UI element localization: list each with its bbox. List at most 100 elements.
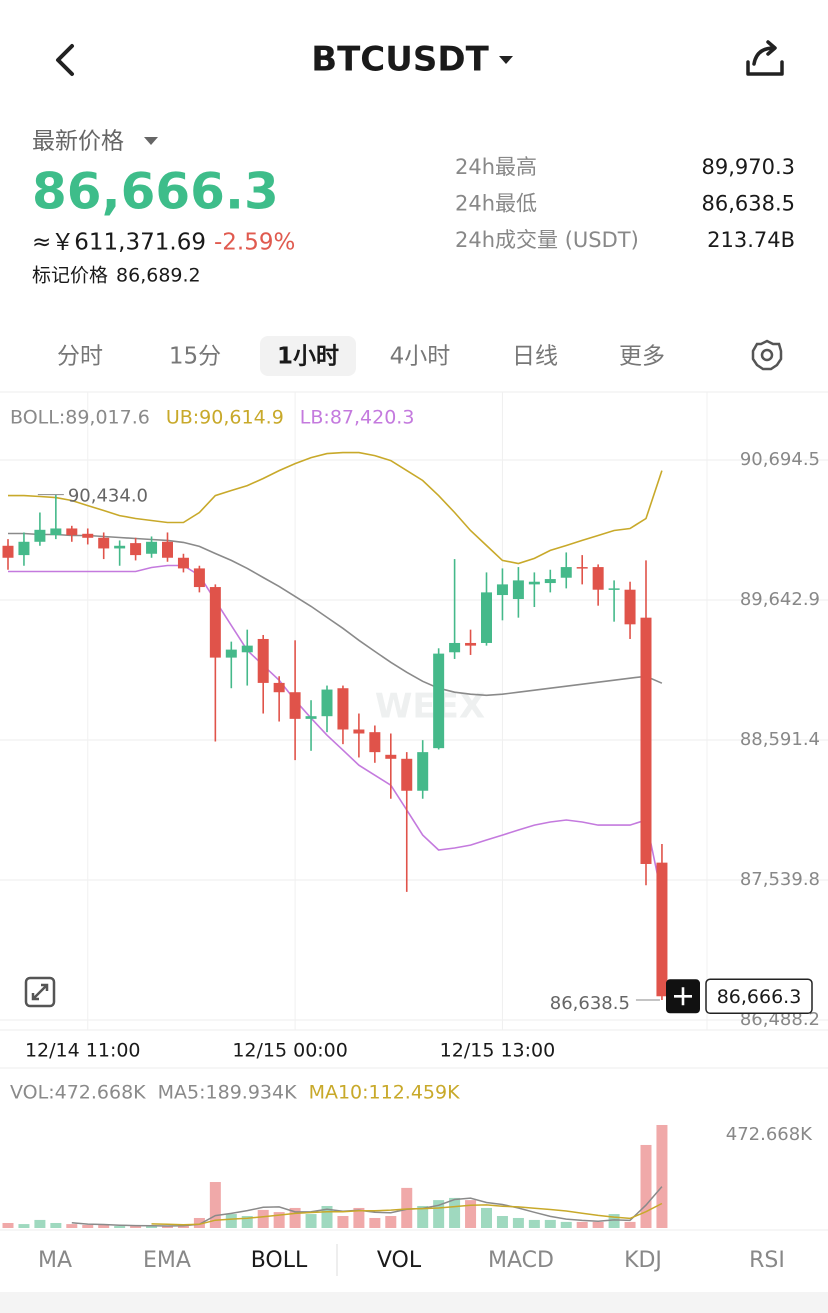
price-label-caret[interactable] (144, 137, 158, 145)
share-arrow (752, 40, 777, 66)
candle-body (114, 545, 126, 549)
last-price: 86,666.3 (32, 163, 279, 221)
low-marker-label: 86,638.5 (550, 993, 630, 1014)
volume-bar (146, 1226, 158, 1228)
volume-bar (481, 1207, 492, 1228)
volume-bar (273, 1212, 285, 1228)
active-tab-bg (260, 336, 356, 376)
x-tick-label: 12/14 11:00 (25, 1040, 141, 1062)
stat-label: 24h成交量 (USDT) (455, 228, 639, 252)
gear-hub (760, 348, 774, 362)
interval-tab[interactable]: 日线 (512, 344, 558, 370)
volume-bar (465, 1200, 477, 1228)
volume-bar (608, 1214, 620, 1228)
watermark: WEEX (375, 687, 485, 727)
candle-body (241, 645, 253, 653)
volume-bar (225, 1214, 237, 1228)
candle-body (465, 642, 477, 646)
volume-bar (66, 1224, 78, 1228)
indicator-tab[interactable]: MACD (488, 1248, 554, 1273)
volume-bar (576, 1221, 588, 1228)
volume-bar (512, 1217, 524, 1228)
candle-body (162, 541, 173, 558)
legend-entry: MA5:189.934K (158, 1082, 297, 1104)
fullscreen-button[interactable] (24, 976, 56, 1008)
page-title[interactable]: BTCUSDT (311, 40, 489, 80)
volume-bar (337, 1216, 349, 1228)
candle-body (449, 642, 461, 653)
candle-body (528, 581, 540, 585)
legend-entry: MA10:112.459K (309, 1082, 461, 1104)
boll-line (8, 564, 663, 897)
settings-button[interactable] (751, 339, 783, 371)
indicator-tab[interactable]: MA (38, 1248, 72, 1273)
candle-body (66, 528, 78, 536)
price-change: -2.59% (214, 230, 295, 256)
volume-bar (385, 1216, 397, 1228)
candle-body (273, 682, 285, 693)
interval-tab[interactable]: 更多 (619, 344, 665, 370)
volume-bar (305, 1214, 317, 1228)
indicator-tab[interactable]: KDJ (624, 1248, 662, 1273)
volume-bar (34, 1219, 46, 1228)
candle-body (289, 692, 301, 719)
stat-value: 89,970.3 (701, 155, 795, 179)
fullscreen-frame (24, 976, 56, 1008)
fullscreen-arrows (31, 983, 49, 1001)
volume-bar (162, 1226, 173, 1228)
candle-body (2, 545, 14, 558)
indicator-tab[interactable]: BOLL (251, 1248, 308, 1273)
y-tick-label: 472.668K (726, 1124, 813, 1145)
interval-tab[interactable]: 4小时 (390, 344, 451, 370)
candle-body (34, 529, 46, 542)
y-tick-label: 86,488.2 (740, 1009, 820, 1030)
back-button[interactable] (56, 44, 74, 76)
y-tick-label: 89,642.9 (740, 589, 820, 610)
price-label[interactable]: 最新价格 (32, 129, 124, 155)
legend-entry: UB:90,614.9 (166, 407, 284, 429)
interval-tab[interactable]: 15分 (169, 344, 221, 370)
legend-entry: BOLL:89,017.6 (10, 407, 150, 429)
indicator-tab[interactable]: VOL (377, 1248, 422, 1273)
candle-body (624, 589, 636, 625)
price-tag: 86,666.3 (717, 986, 802, 1008)
candle-body (82, 533, 94, 538)
mark-price-label: 标记价格 (32, 265, 108, 287)
stat-value: 86,638.5 (701, 192, 795, 216)
candle-body (385, 754, 397, 759)
title-caret[interactable] (499, 56, 513, 64)
candle-body (608, 588, 620, 590)
candle-body (433, 653, 445, 749)
volume-bar (528, 1219, 540, 1228)
candle-body (177, 557, 189, 569)
stat-label: 24h最低 (455, 192, 537, 216)
volume-bar (624, 1221, 636, 1228)
volume-bar (193, 1217, 205, 1228)
indicator-tab[interactable]: RSI (749, 1248, 785, 1273)
interval-tab[interactable]: 1小时 (277, 344, 339, 370)
volume-bar (353, 1207, 365, 1228)
candle-body (401, 758, 413, 791)
candle-body (98, 537, 110, 549)
cny-price: ≈￥611,371.69 (32, 230, 206, 256)
boll-line (8, 532, 663, 697)
volume-bar (369, 1217, 381, 1228)
candle-body (656, 862, 668, 997)
volume-bar (98, 1224, 110, 1228)
indicator-tabs: MA EMA BOLL VOL MACD KDJ RSI (38, 1248, 785, 1273)
indicator-tab[interactable]: EMA (143, 1248, 191, 1273)
candle-body (576, 567, 588, 569)
candle-body (321, 689, 333, 717)
boll-line (8, 451, 663, 565)
price-tag-box (705, 978, 813, 1015)
interval-tab[interactable]: 分时 (57, 344, 103, 370)
volume-bar (114, 1226, 126, 1228)
candle-body (337, 688, 349, 730)
candle-body (257, 638, 269, 683)
candle-body (560, 567, 572, 578)
mark-price: 86,689.2 (116, 265, 201, 287)
candle-body (209, 587, 221, 658)
share-button[interactable] (746, 40, 784, 76)
